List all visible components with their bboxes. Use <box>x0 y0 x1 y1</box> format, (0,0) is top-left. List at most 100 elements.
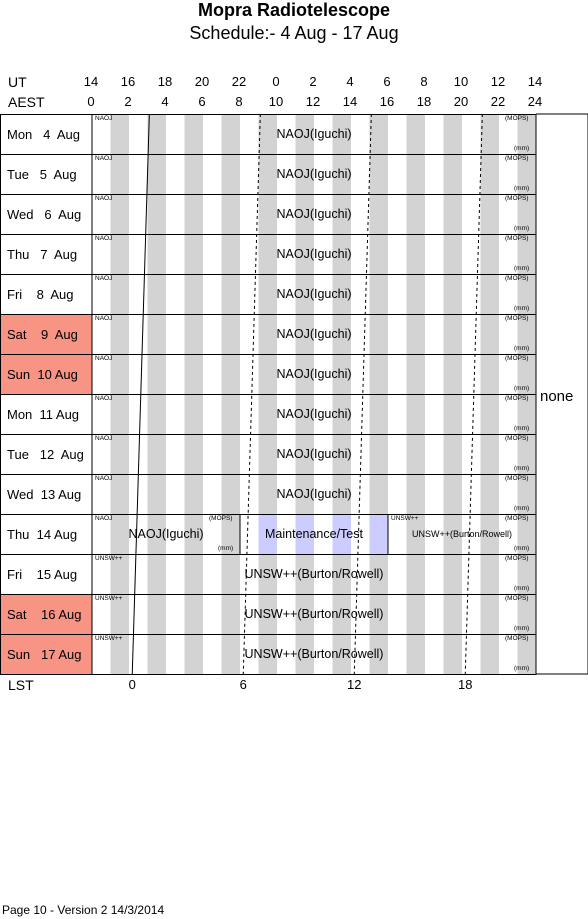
backend-label: (MOPS) <box>505 595 529 602</box>
weekend-day-cell <box>0 594 92 634</box>
ut-tick-label: 8 <box>420 74 428 89</box>
ut-tick-label: 6 <box>383 74 391 89</box>
band-label: (mm) <box>514 425 530 432</box>
weekend-day-cell <box>0 354 92 394</box>
project-tag: NAOJ <box>95 395 113 402</box>
day-label: Wed 6 Aug <box>7 207 82 222</box>
project-tag: NAOJ <box>95 235 113 242</box>
project-tag: NAOJ <box>95 155 113 162</box>
project-tag: NAOJ <box>95 315 113 322</box>
backend-label: (MOPS) <box>505 515 529 522</box>
side-note: none <box>540 388 574 405</box>
block-label: Maintenance/Test <box>265 527 363 541</box>
backend-label: (MOPS) <box>209 515 233 522</box>
maintenance-stripe <box>332 514 351 554</box>
project-tag: NAOJ <box>95 475 113 482</box>
maintenance-stripe <box>369 514 388 554</box>
band-label: (mm) <box>514 585 530 592</box>
day-label: Fri 15 Aug <box>7 567 78 582</box>
maintenance-stripe <box>258 514 277 554</box>
band-label: (mm) <box>514 465 530 472</box>
block-label: NAOJ(Iguchi) <box>276 207 352 221</box>
band-label: (mm) <box>514 665 530 672</box>
ut-tick-label: 20 <box>194 74 210 89</box>
lst-line <box>131 113 150 675</box>
backend-label: (MOPS) <box>505 355 529 362</box>
page-title: Mopra Radiotelescope <box>197 0 391 20</box>
day-label: Sun 10 Aug <box>7 367 78 382</box>
backend-label: (MOPS) <box>505 275 529 282</box>
band-label: (mm) <box>514 185 530 192</box>
ut-tick-label: 4 <box>346 74 354 89</box>
aest-tick-label: 24 <box>527 94 543 109</box>
day-label: Mon 11 Aug <box>7 407 80 422</box>
day-label: Tue 12 Aug <box>7 447 84 462</box>
block-label: UNSW++(Burton/Rowell) <box>411 529 513 539</box>
backend-label: (MOPS) <box>505 435 529 442</box>
aest-tick-label: 0 <box>87 94 95 109</box>
block-label: UNSW++(Burton/Rowell) <box>244 607 384 621</box>
block-label: NAOJ(Iguchi) <box>276 327 352 341</box>
page-footer: Page 10 - Version 2 14/3/2014 <box>2 903 165 917</box>
lst-tick-label: 0 <box>128 677 136 692</box>
project-tag: UNSW++ <box>391 515 419 522</box>
lst-tick-label: 6 <box>239 677 247 692</box>
project-tag: UNSW++ <box>95 555 123 562</box>
backend-label: (MOPS) <box>505 115 529 122</box>
backend-label: (MOPS) <box>505 315 529 322</box>
schedule-subtitle: Schedule:- 4 Aug - 17 Aug <box>189 23 399 43</box>
block-label: NAOJ(Iguchi) <box>276 247 352 261</box>
day-label: Sat 16 Aug <box>7 607 82 622</box>
project-tag: NAOJ <box>95 355 113 362</box>
backend-label: (MOPS) <box>505 635 529 642</box>
band-label: (mm) <box>218 545 234 552</box>
project-tag: NAOJ <box>95 275 113 282</box>
aest-tick-label: 18 <box>416 94 432 109</box>
weekend-day-cell <box>0 314 92 354</box>
backend-label: (MOPS) <box>505 195 529 202</box>
block-label: NAOJ(Iguchi) <box>276 167 352 181</box>
band-label: (mm) <box>514 625 530 632</box>
aest-tick-label: 22 <box>490 94 506 109</box>
project-tag: NAOJ <box>95 435 113 442</box>
project-tag: UNSW++ <box>95 635 123 642</box>
backend-label: (MOPS) <box>505 395 529 402</box>
block-label: NAOJ(Iguchi) <box>276 127 352 141</box>
band-label: (mm) <box>514 385 530 392</box>
block-label: NAOJ(Iguchi) <box>276 447 352 461</box>
block-label: NAOJ(Iguchi) <box>276 367 352 381</box>
day-label: Fri 8 Aug <box>7 287 74 302</box>
band-label: (mm) <box>514 145 530 152</box>
day-label: Thu 7 Aug <box>7 247 78 262</box>
project-tag: NAOJ <box>95 195 113 202</box>
ut-tick-label: 12 <box>490 74 506 89</box>
ut-tick-label: 2 <box>309 74 317 89</box>
block-label: UNSW++(Burton/Rowell) <box>244 647 384 661</box>
ut-tick-label: 16 <box>120 74 136 89</box>
aest-tick-label: 14 <box>342 94 358 109</box>
aest-tick-label: 12 <box>305 94 321 109</box>
day-label: Wed 13 Aug <box>7 487 82 502</box>
backend-label: (MOPS) <box>505 235 529 242</box>
day-label: Mon 4 Aug <box>7 127 80 142</box>
band-label: (mm) <box>514 345 530 352</box>
aest-tick-label: 4 <box>161 94 169 109</box>
project-tag: NAOJ <box>95 515 113 522</box>
lst-tick-label: 18 <box>458 677 473 692</box>
ut-tick-label: 22 <box>231 74 247 89</box>
backend-label: (MOPS) <box>505 155 529 162</box>
aest-tick-label: 8 <box>235 94 243 109</box>
aest-tick-label: 20 <box>453 94 469 109</box>
block-label: NAOJ(Iguchi) <box>276 407 352 421</box>
block-label: NAOJ(Iguchi) <box>276 487 352 501</box>
aest-tick-label: 16 <box>379 94 395 109</box>
day-label: Thu 14 Aug <box>7 527 78 542</box>
lst-tick-label: 12 <box>347 677 362 692</box>
project-tag: UNSW++ <box>95 595 123 602</box>
day-label: Sun 17 Aug <box>7 647 82 662</box>
ut-tick-label: 0 <box>272 74 280 89</box>
backend-label: (MOPS) <box>505 475 529 482</box>
ut-tick-label: 14 <box>83 74 99 89</box>
band-label: (mm) <box>514 265 530 272</box>
